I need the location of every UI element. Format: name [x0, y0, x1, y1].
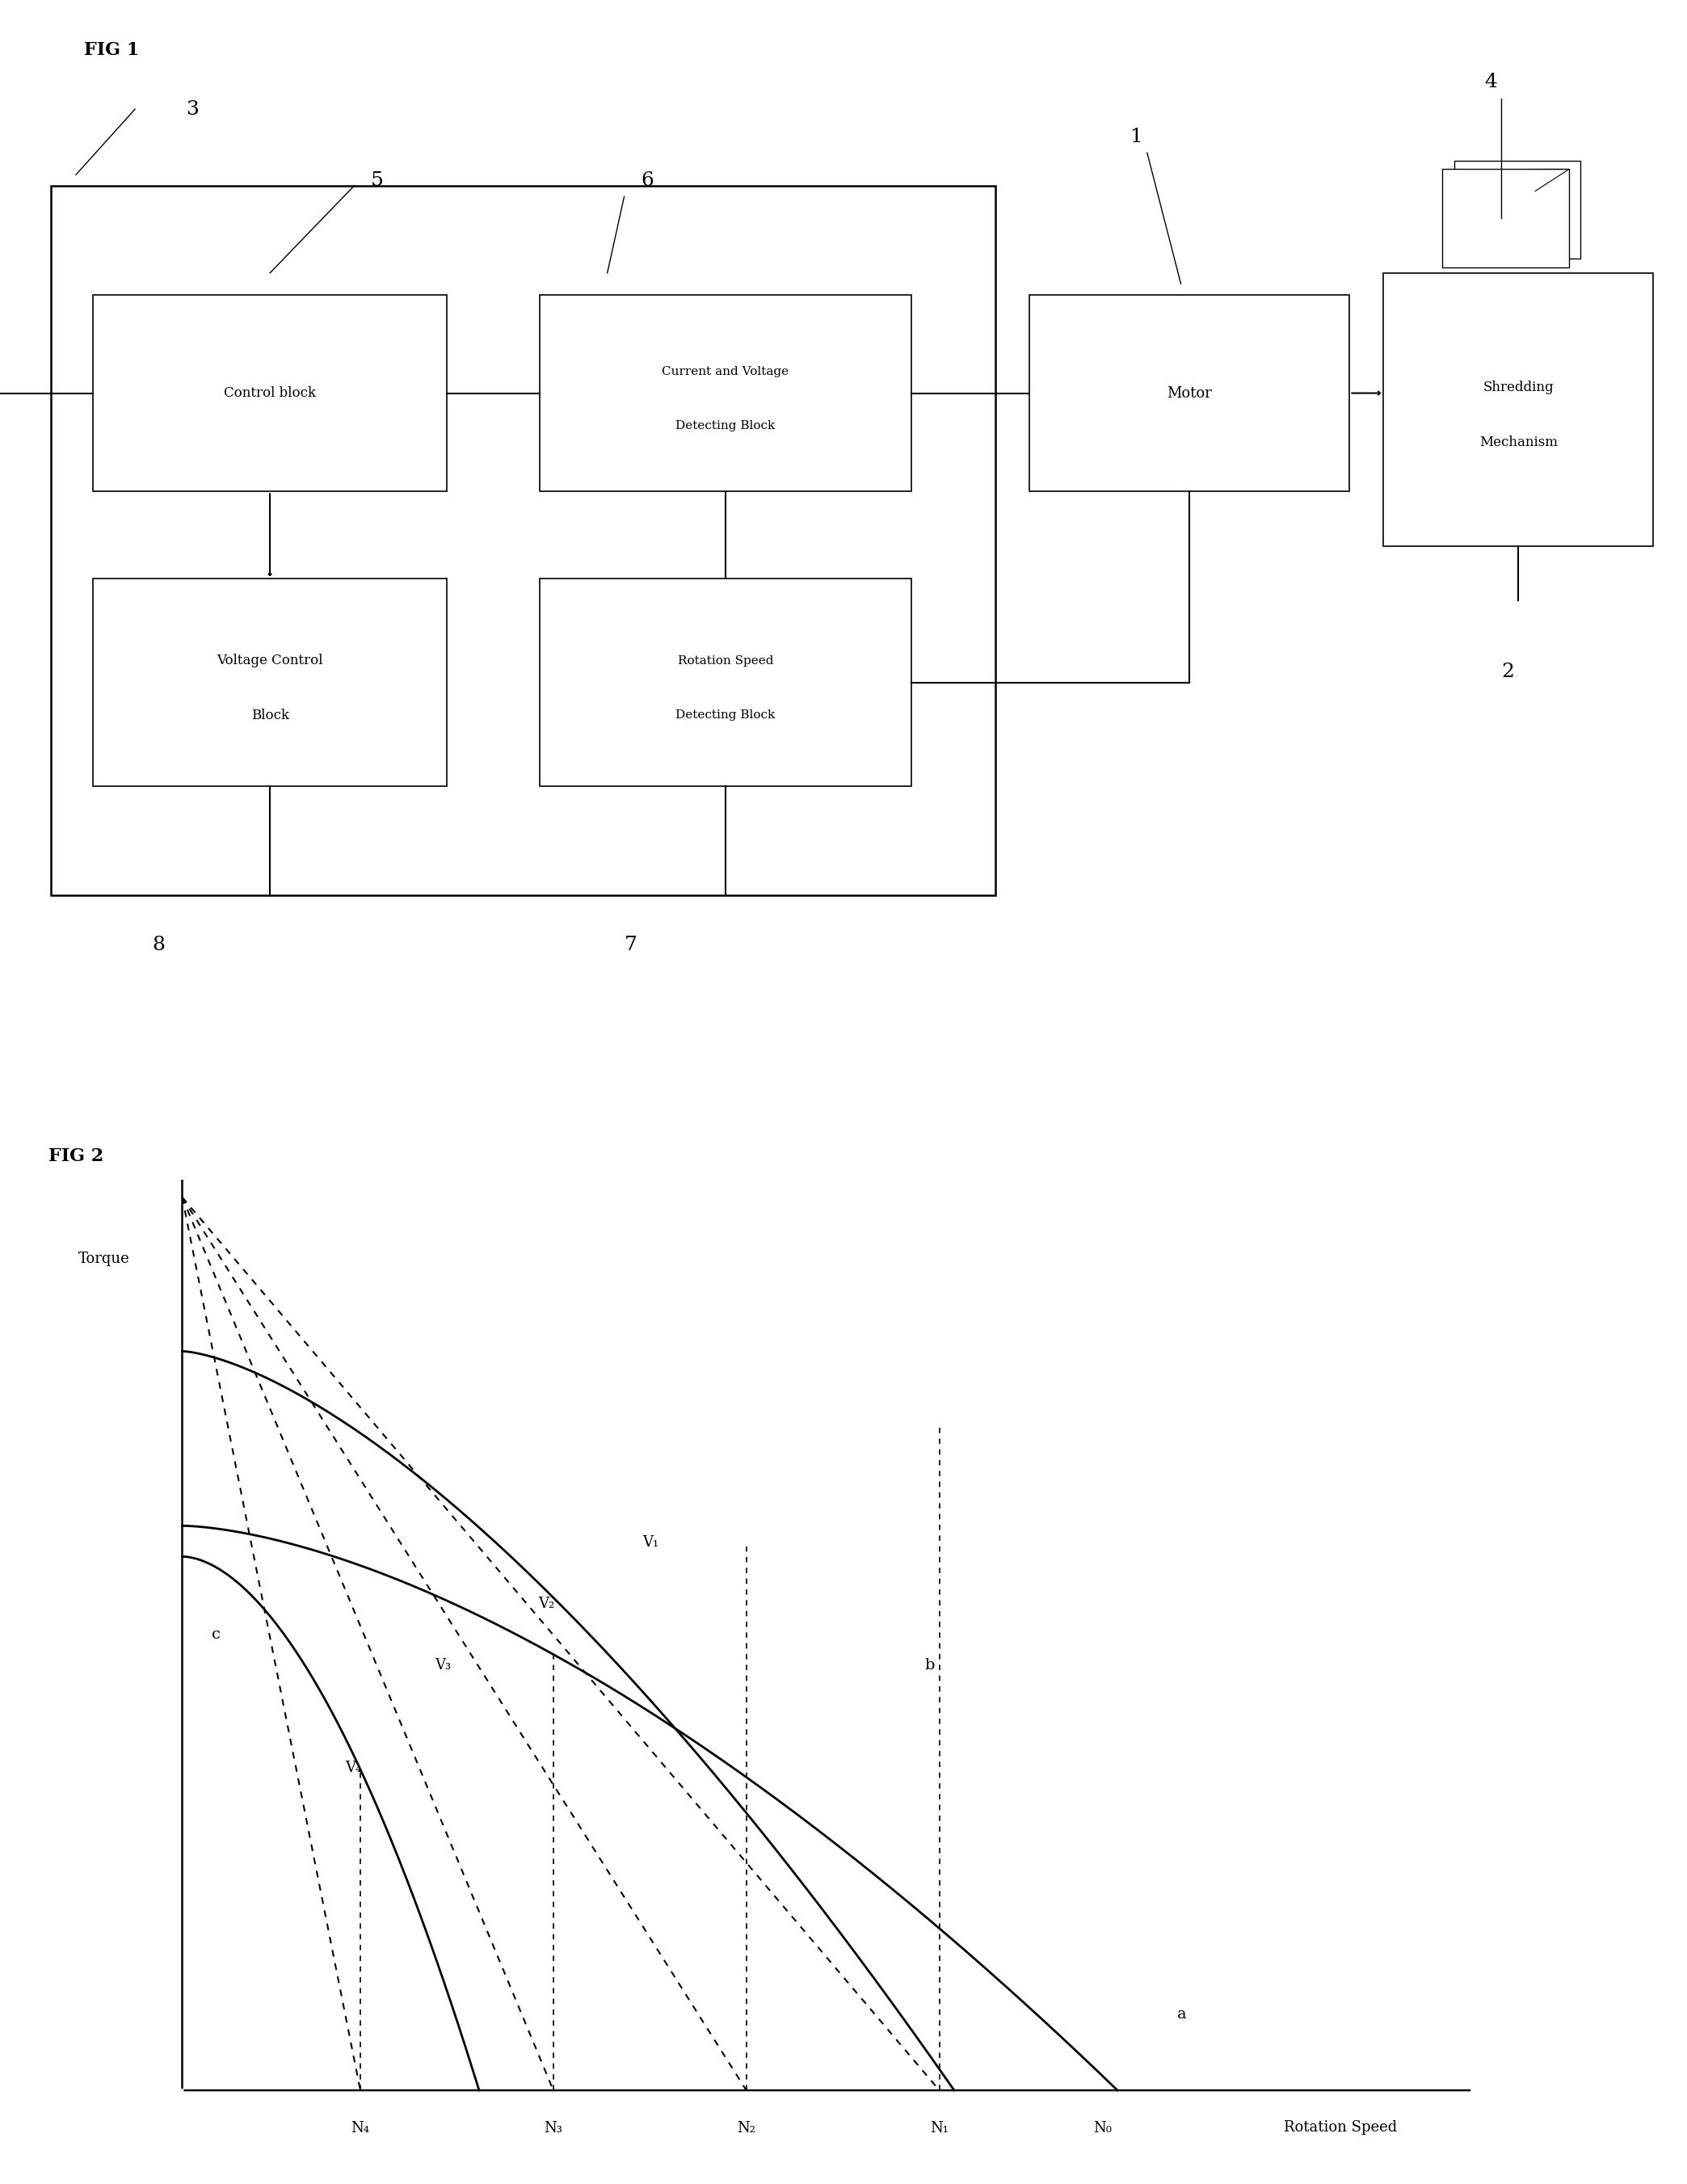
Bar	[93, 295, 447, 491]
Text: Voltage Control: Voltage Control	[218, 653, 322, 668]
Text: V₃: V₃	[435, 1658, 450, 1673]
Text: Motor: Motor	[1167, 387, 1211, 400]
Text: Current and Voltage: Current and Voltage	[661, 365, 790, 378]
Text: N₁: N₁	[930, 2121, 948, 2136]
Text: 6: 6	[641, 170, 655, 190]
Text: 3: 3	[186, 100, 199, 118]
Text: 7: 7	[624, 935, 638, 954]
Bar	[1029, 295, 1350, 491]
Text: 8: 8	[152, 935, 165, 954]
Bar	[93, 579, 447, 786]
Text: 2: 2	[1501, 662, 1515, 681]
Text: FIG 2: FIG 2	[49, 1147, 103, 1166]
Text: Torque: Torque	[78, 1251, 130, 1267]
Text: Rotation Speed: Rotation Speed	[1284, 2121, 1397, 2134]
Text: V₂: V₂	[538, 1597, 555, 1612]
Text: Detecting Block: Detecting Block	[675, 710, 776, 721]
Text: V₄: V₄	[346, 1760, 361, 1776]
Text: Detecting Block: Detecting Block	[675, 419, 776, 432]
Bar	[1383, 273, 1653, 546]
Text: 5: 5	[371, 170, 385, 190]
Text: N₃: N₃	[545, 2121, 562, 2136]
Text: FIG 1: FIG 1	[84, 41, 140, 59]
Bar	[51, 186, 995, 895]
Text: Rotation Speed: Rotation Speed	[678, 655, 773, 666]
Text: Control block: Control block	[224, 387, 315, 400]
Bar	[540, 295, 911, 491]
Text: Shredding: Shredding	[1483, 380, 1554, 395]
Text: N₄: N₄	[351, 2121, 369, 2136]
Bar	[1442, 170, 1569, 266]
Text: N₂: N₂	[737, 2121, 756, 2136]
Text: Block: Block	[251, 708, 288, 723]
Text: 4: 4	[1485, 72, 1498, 92]
Text: b: b	[924, 1658, 935, 1673]
Text: c: c	[213, 1627, 221, 1642]
Bar	[1454, 162, 1581, 258]
Text: N₀: N₀	[1093, 2121, 1112, 2136]
Text: a: a	[1178, 2007, 1186, 2022]
Text: V₁: V₁	[643, 1535, 658, 1548]
Text: 1: 1	[1130, 127, 1144, 146]
Bar	[540, 579, 911, 786]
Text: Mechanism: Mechanism	[1479, 435, 1557, 450]
